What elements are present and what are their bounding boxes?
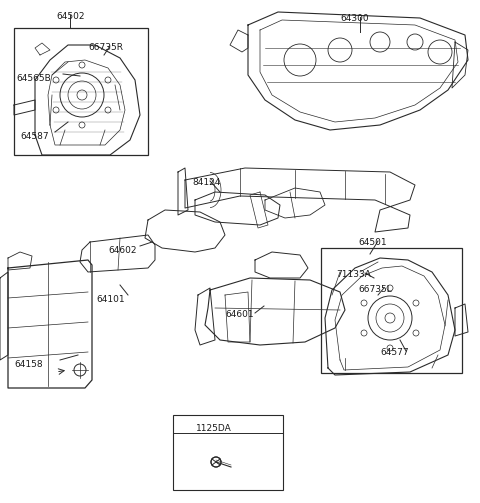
Text: 64300: 64300 — [340, 14, 369, 23]
Text: 71133A: 71133A — [336, 270, 371, 279]
Text: 64502: 64502 — [56, 12, 84, 21]
Text: 1125DA: 1125DA — [196, 424, 232, 433]
Text: 64158: 64158 — [14, 360, 43, 369]
Text: 64602: 64602 — [108, 246, 136, 255]
Text: 64577: 64577 — [380, 348, 408, 357]
Text: 64587: 64587 — [20, 132, 48, 141]
Bar — [321, 248, 462, 373]
Text: 64565B: 64565B — [16, 74, 51, 83]
Text: 66735L: 66735L — [358, 285, 392, 294]
Text: 64501: 64501 — [358, 238, 386, 247]
Text: 84124: 84124 — [192, 178, 220, 187]
Text: 66735R: 66735R — [88, 43, 123, 52]
Text: 64101: 64101 — [96, 295, 125, 304]
Bar — [14, 28, 148, 155]
Text: 64601: 64601 — [225, 310, 253, 319]
Bar — [173, 415, 283, 490]
